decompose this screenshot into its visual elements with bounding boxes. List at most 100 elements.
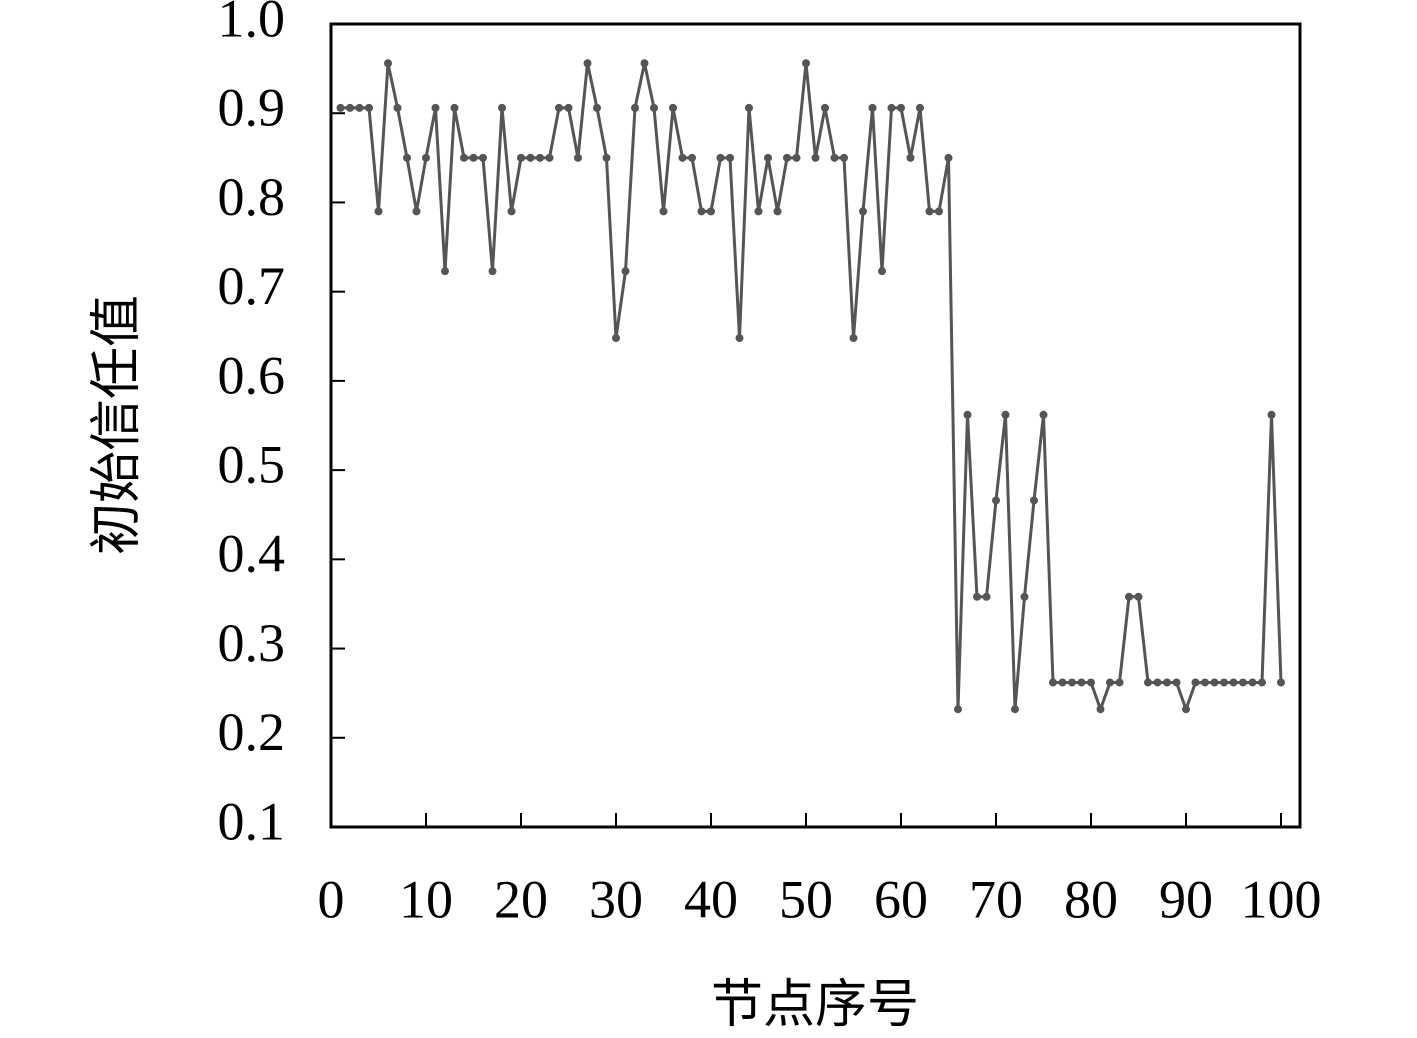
data-point [1220, 678, 1228, 687]
data-point [821, 103, 829, 112]
data-point [688, 153, 696, 162]
x-tick-label: 40 [684, 869, 738, 929]
data-point [1267, 410, 1276, 419]
data-point [954, 705, 962, 714]
x-tick-label: 60 [874, 869, 928, 929]
data-point [1049, 678, 1057, 687]
data-point [1229, 678, 1238, 687]
data-point [1039, 410, 1048, 419]
x-tick-label: 0 [318, 869, 345, 929]
y-tick-label: 0.7 [218, 256, 286, 316]
data-point [1258, 678, 1266, 687]
data-point [1115, 678, 1124, 687]
y-tick-label: 0.1 [218, 791, 286, 851]
x-tick-label: 20 [494, 869, 548, 929]
data-point [1144, 678, 1152, 687]
data-point [973, 592, 981, 601]
data-point [992, 496, 1000, 505]
data-point [602, 153, 611, 162]
y-tick-label: 0.3 [218, 613, 286, 673]
x-axis-label: 节点序号 [711, 975, 919, 1035]
data-point [716, 153, 725, 162]
data-point [1068, 678, 1076, 687]
x-tick-label: 70 [969, 869, 1023, 929]
data-point [564, 103, 573, 112]
data-point [355, 103, 364, 112]
data-point [735, 334, 744, 343]
data-point [1201, 678, 1209, 687]
data-point [346, 103, 354, 112]
y-tick-label: 1.0 [218, 0, 286, 48]
data-point [507, 207, 516, 216]
data-point [450, 103, 459, 112]
y-tick-label: 0.8 [218, 167, 286, 227]
data-point [792, 153, 801, 162]
data-point [1191, 678, 1200, 687]
data-point [1001, 410, 1010, 419]
data-point [545, 153, 554, 162]
data-point [726, 153, 734, 162]
x-tick-label: 30 [589, 869, 643, 929]
data-point [802, 59, 810, 68]
data-point [906, 153, 915, 162]
y-tick-label: 0.9 [218, 78, 286, 138]
data-point [422, 153, 430, 162]
y-tick-label: 0.2 [218, 702, 286, 762]
data-point [517, 153, 525, 162]
data-point [745, 103, 753, 112]
data-point [650, 103, 658, 112]
x-tick-label: 10 [399, 869, 453, 929]
data-point [441, 267, 449, 276]
data-point [1087, 678, 1095, 687]
data-point [365, 103, 373, 112]
y-tick-label: 0.5 [218, 435, 286, 495]
data-point [393, 103, 402, 112]
data-point [840, 153, 848, 162]
data-point [469, 153, 478, 162]
plot-frame [329, 22, 1302, 829]
data-point [669, 103, 677, 112]
data-point [1239, 678, 1247, 687]
data-point [859, 207, 867, 216]
data-point [1058, 678, 1067, 687]
data-point [754, 207, 763, 216]
data-point [764, 153, 772, 162]
data-point [1163, 678, 1171, 687]
data-point [811, 153, 820, 162]
data-point [384, 59, 392, 68]
data-point [574, 153, 582, 162]
data-point [868, 103, 877, 112]
data-point [963, 410, 972, 419]
data-point [374, 207, 383, 216]
data-point [935, 207, 943, 216]
x-tick-label: 50 [779, 869, 833, 929]
data-point [593, 103, 601, 112]
data-point [944, 153, 953, 162]
y-axis-label: 初始信任值 [87, 295, 147, 555]
data-point [878, 267, 886, 276]
data-point [1134, 592, 1143, 601]
data-point [412, 207, 421, 216]
data-point [498, 103, 506, 112]
y-tick-label: 0.4 [218, 524, 286, 584]
data-point [640, 59, 649, 68]
data-point [1172, 678, 1181, 687]
data-point [612, 334, 620, 343]
data-point [1096, 705, 1105, 714]
data-point [849, 334, 858, 343]
data-point [659, 207, 668, 216]
data-point [1182, 705, 1190, 714]
data-point [707, 207, 715, 216]
data-point [336, 103, 345, 112]
data-point [1125, 592, 1133, 601]
data-point [783, 153, 791, 162]
data-point [431, 103, 440, 112]
data-point [1030, 496, 1038, 505]
data-line [340, 62, 1283, 714]
data-point [897, 103, 905, 112]
data-point [460, 153, 468, 162]
data-point [1248, 678, 1257, 687]
data-point [916, 103, 924, 112]
data-point [697, 207, 706, 216]
